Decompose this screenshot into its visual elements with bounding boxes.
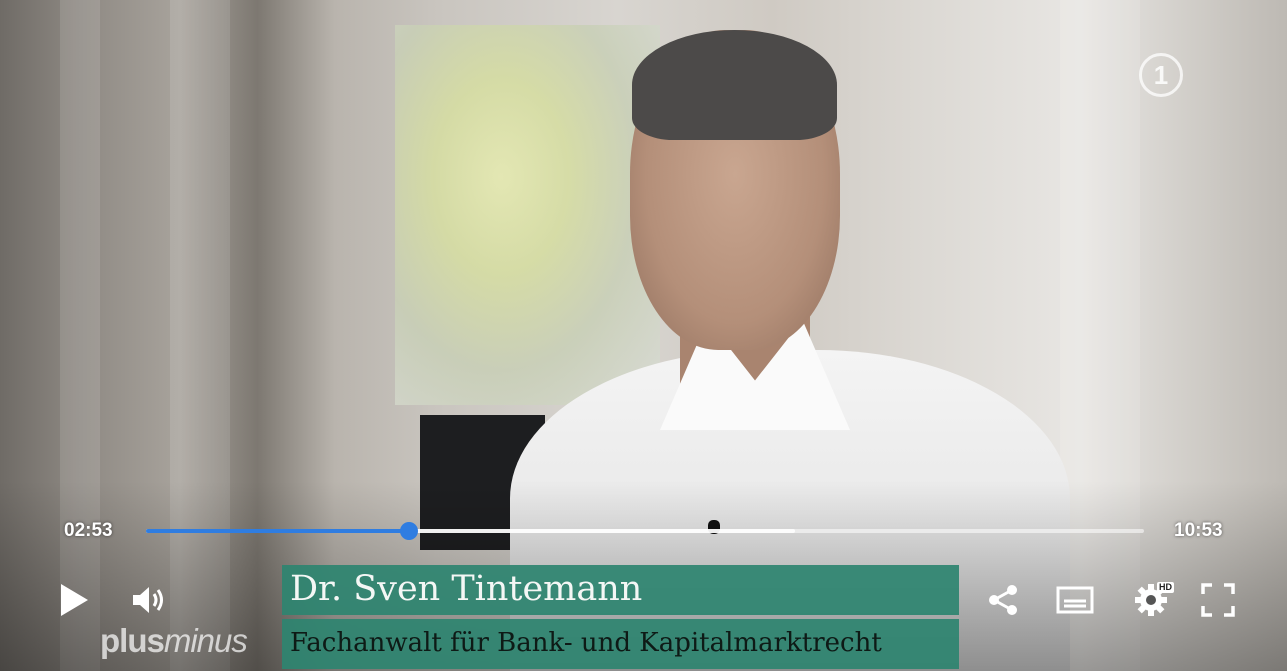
played-bar: [146, 529, 410, 533]
speaker-name: Dr. Sven Tintemann: [282, 565, 959, 615]
fullscreen-icon: [1201, 583, 1235, 617]
volume-icon: [133, 587, 163, 613]
hd-badge: HD: [1157, 582, 1174, 593]
settings-button[interactable]: HD: [1128, 582, 1174, 618]
background-curtain: [1060, 0, 1140, 671]
buffered-bar: [146, 529, 795, 533]
channel-logo-text: 1: [1153, 59, 1169, 90]
seek-handle[interactable]: [400, 522, 419, 540]
speaker-title: Fachanwalt für Bank- und Kapitalmarktrec…: [282, 619, 959, 669]
share-button[interactable]: [985, 582, 1021, 618]
subtitles-icon: [1056, 586, 1094, 614]
seek-bar[interactable]: [146, 522, 1144, 540]
background-curtain: [170, 0, 230, 671]
speaker-hair: [632, 30, 837, 140]
show-logo-part2: minus: [163, 622, 248, 659]
share-icon: [989, 585, 1017, 615]
fullscreen-button[interactable]: [1200, 582, 1236, 618]
show-logo-part1: plus: [100, 622, 165, 659]
subtitles-button[interactable]: [1055, 584, 1095, 616]
play-icon: [61, 584, 88, 616]
duration-time: 10:53: [1174, 520, 1223, 541]
current-time: 02:53: [64, 520, 113, 541]
play-button[interactable]: [56, 582, 92, 618]
speaker: [510, 30, 1070, 671]
channel-logo: 1: [1139, 53, 1183, 97]
background-curtain: [60, 0, 100, 671]
background-painting: [395, 25, 660, 405]
volume-button[interactable]: [130, 584, 168, 616]
gear-icon: [1135, 584, 1167, 616]
show-logo: plusminus: [100, 622, 248, 660]
lower-third: Dr. Sven Tintemann Fachanwalt für Bank- …: [282, 565, 959, 669]
